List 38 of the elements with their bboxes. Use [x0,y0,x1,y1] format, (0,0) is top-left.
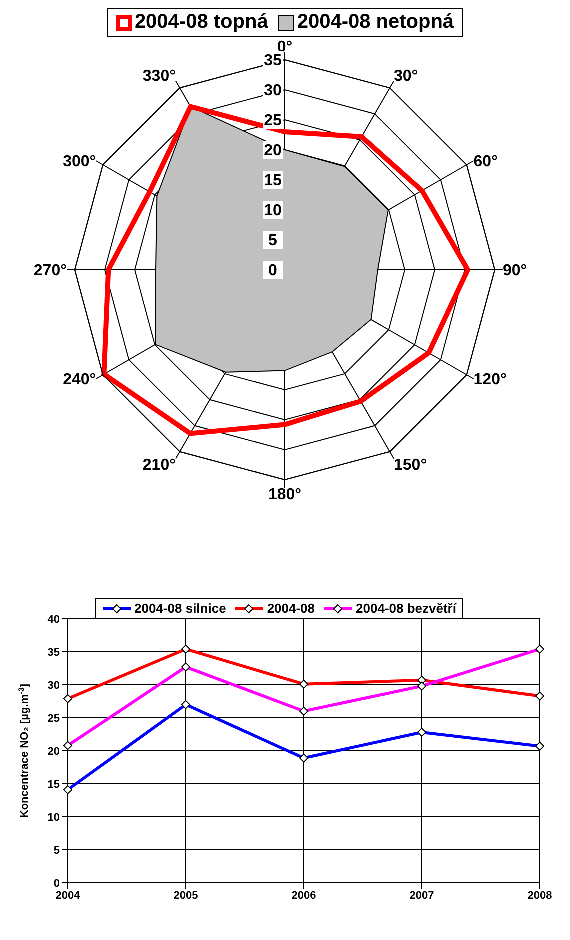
y-tick-label: 5 [268,232,278,250]
y-tick-label: 15 [264,172,282,190]
y-tick-label: 30 [264,82,282,100]
spoke-label: 270° [34,262,67,280]
spoke-label: 90° [503,262,528,280]
spoke-label: 210° [142,457,176,474]
y-tick-label: 0 [54,878,60,890]
spoke-label: 330° [142,68,176,86]
y-tick-label: 20 [48,746,60,758]
y-tick-label: 10 [264,202,282,220]
y-tick-label: 25 [264,112,282,130]
spoke-label: 240° [63,372,96,389]
legend-label: 2004-08 [267,601,316,616]
spoke-label: 30° [394,68,418,86]
x-tick-label: 2006 [292,890,316,902]
legend-label: 2004-08 silnice [134,601,226,616]
y-tick-label: 0 [268,262,278,280]
legend-label: 2004-08 topná [134,11,268,34]
y-tick-label: 40 [48,614,60,626]
x-tick-label: 2008 [528,890,552,902]
legend-label: 2004-08 bezvětří [356,601,456,616]
spoke-label: 300° [63,154,96,171]
y-tick-label: 30 [48,680,60,692]
spoke-label: 60° [474,154,498,171]
y-tick-label: 35 [48,646,60,659]
y-tick-label: 25 [48,712,60,725]
x-tick-label: 2005 [174,890,198,902]
x-tick-label: 2007 [410,890,434,902]
y-tick-label: 20 [264,142,282,160]
y-tick-label: 5 [54,844,60,857]
spoke-label: 150° [394,457,428,474]
y-tick-label: 35 [264,52,282,70]
y-tick-label: 10 [48,812,60,824]
y-tick-label: 15 [48,778,60,791]
spoke-label: 120° [474,372,507,389]
spoke-label: 180° [268,486,302,504]
legend-label: 2004-08 netopná [297,11,454,34]
x-tick-label: 2004 [56,890,82,902]
